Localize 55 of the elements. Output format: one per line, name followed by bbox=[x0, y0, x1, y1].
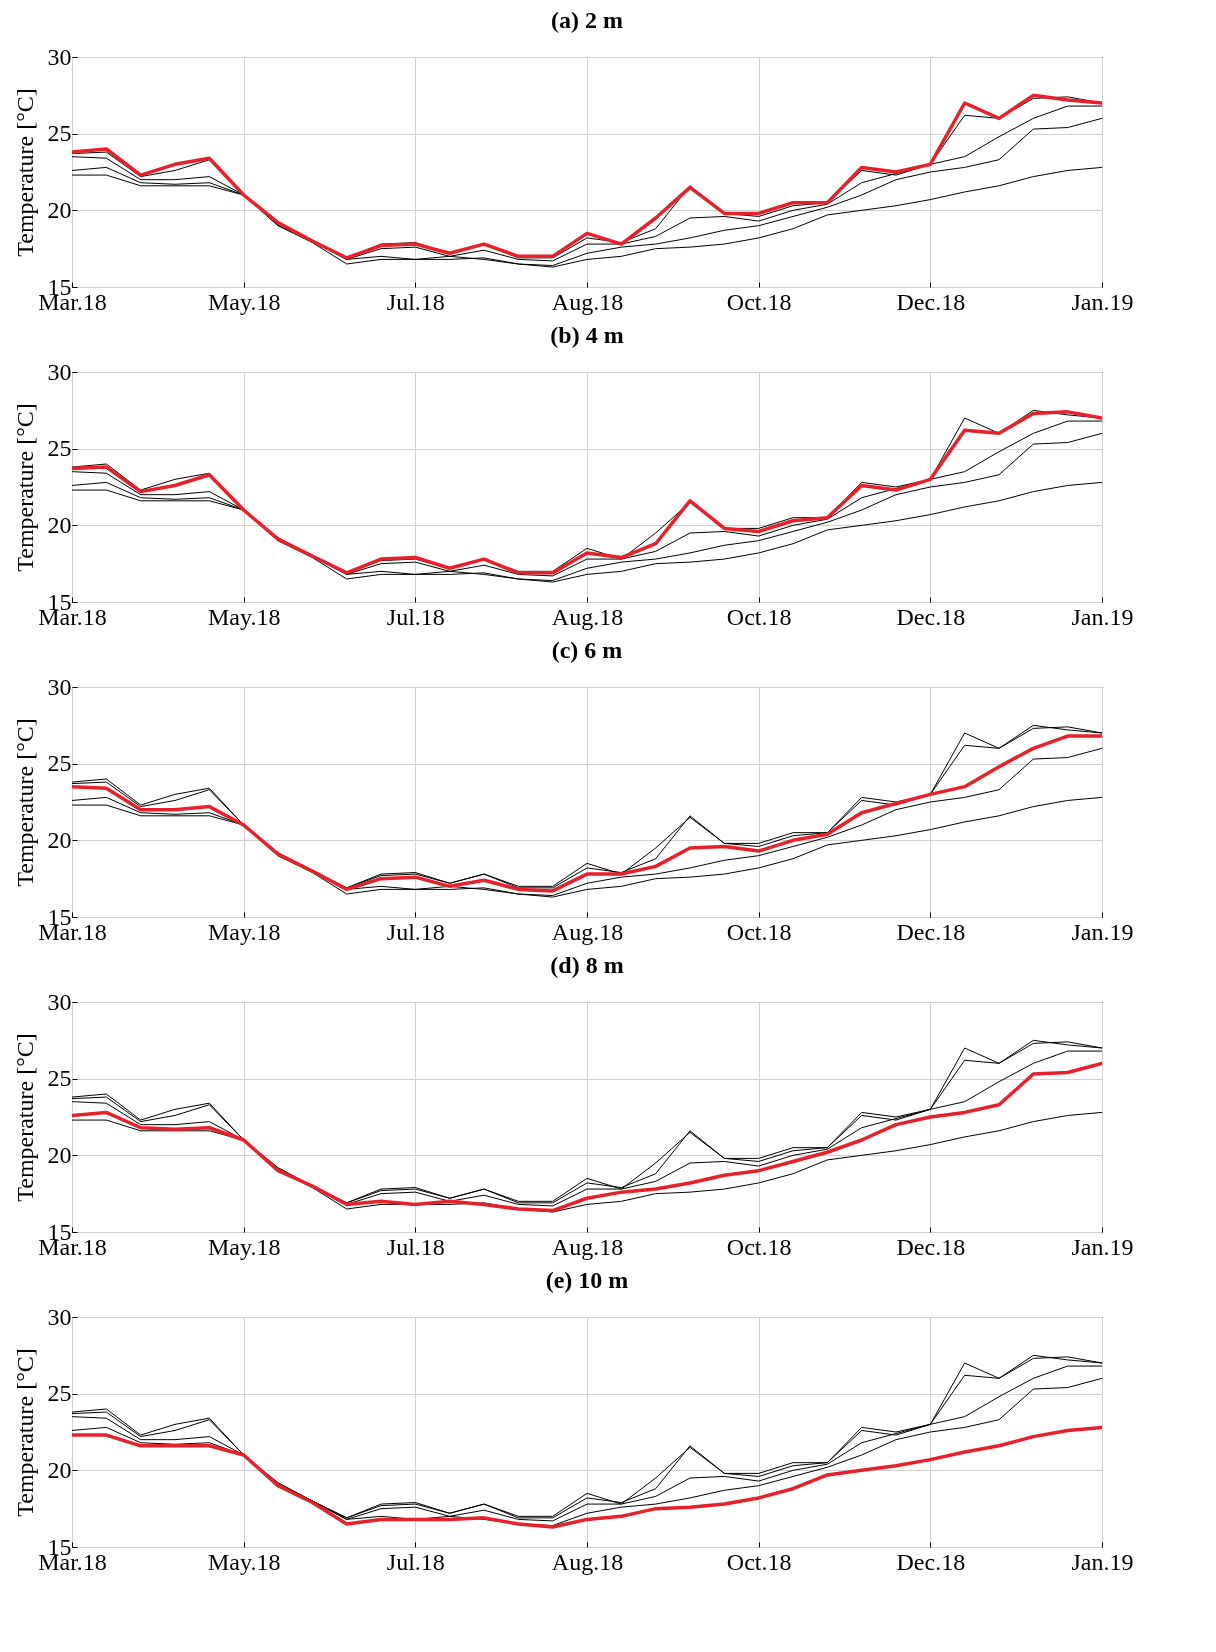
chart-title: (a) 2 m bbox=[551, 7, 623, 33]
y-axis-title: Temperature [°C] bbox=[11, 88, 38, 257]
x-tick-label: Oct.18 bbox=[726, 288, 792, 315]
x-tick-label: Dec.18 bbox=[896, 288, 966, 315]
x-tick-label: Jul.18 bbox=[386, 603, 445, 630]
y-axis-title: Temperature [°C] bbox=[11, 403, 38, 572]
x-tick-label: Aug.18 bbox=[551, 918, 624, 945]
y-tick-label: 30 bbox=[47, 673, 72, 700]
chart-title: (b) 4 m bbox=[550, 322, 624, 348]
x-tick-label: Dec.18 bbox=[896, 1548, 966, 1575]
x-tick-label: Jul.18 bbox=[386, 918, 445, 945]
y-tick-label: 20 bbox=[47, 196, 72, 223]
x-tick-label: Jul.18 bbox=[386, 1233, 445, 1260]
y-tick-label: 25 bbox=[47, 1380, 72, 1407]
y-tick-label: 30 bbox=[47, 988, 72, 1015]
x-tick-label: Jan.19 bbox=[1071, 1233, 1134, 1260]
chart-title: (e) 10 m bbox=[545, 1267, 629, 1293]
x-tick-label: Aug.18 bbox=[551, 1548, 624, 1575]
x-tick-label: Jul.18 bbox=[386, 1548, 445, 1575]
chart-title: (c) 6 m bbox=[551, 637, 623, 663]
y-tick-label: 20 bbox=[47, 1456, 72, 1483]
x-tick-label: May.18 bbox=[207, 603, 281, 630]
x-tick-label: Oct.18 bbox=[726, 1233, 792, 1260]
x-tick-label: May.18 bbox=[207, 918, 281, 945]
y-tick-label: 20 bbox=[47, 826, 72, 853]
y-tick-label: 25 bbox=[47, 750, 72, 777]
x-tick-label: Dec.18 bbox=[896, 1233, 966, 1260]
y-tick-label: 25 bbox=[47, 435, 72, 462]
x-tick-label: Jul.18 bbox=[386, 288, 445, 315]
x-tick-label: Jan.19 bbox=[1071, 918, 1134, 945]
y-axis-title: Temperature [°C] bbox=[11, 1033, 38, 1202]
y-tick-label: 30 bbox=[47, 358, 72, 385]
y-axis-title: Temperature [°C] bbox=[11, 718, 38, 887]
y-tick-label: 20 bbox=[47, 511, 72, 538]
x-tick-label: Oct.18 bbox=[726, 603, 792, 630]
x-tick-label: Dec.18 bbox=[896, 918, 966, 945]
y-tick-label: 25 bbox=[47, 1065, 72, 1092]
y-axis-title: Temperature [°C] bbox=[11, 1348, 38, 1517]
x-tick-label: May.18 bbox=[207, 1548, 281, 1575]
y-tick-label: 30 bbox=[47, 43, 72, 70]
x-tick-label: Oct.18 bbox=[726, 918, 792, 945]
x-tick-label: May.18 bbox=[207, 1233, 281, 1260]
x-tick-label: May.18 bbox=[207, 288, 281, 315]
x-tick-label: Dec.18 bbox=[896, 603, 966, 630]
y-tick-label: 20 bbox=[47, 1141, 72, 1168]
x-tick-label: Oct.18 bbox=[726, 1548, 792, 1575]
x-tick-label: Aug.18 bbox=[551, 288, 624, 315]
y-tick-label: 30 bbox=[47, 1303, 72, 1330]
x-tick-label: Aug.18 bbox=[551, 603, 624, 630]
x-tick-label: Aug.18 bbox=[551, 1233, 624, 1260]
x-tick-label: Jan.19 bbox=[1071, 1548, 1134, 1575]
x-tick-label: Jan.19 bbox=[1071, 288, 1134, 315]
y-tick-label: 25 bbox=[47, 120, 72, 147]
x-tick-label: Jan.19 bbox=[1071, 603, 1134, 630]
chart-title: (d) 8 m bbox=[550, 952, 624, 978]
